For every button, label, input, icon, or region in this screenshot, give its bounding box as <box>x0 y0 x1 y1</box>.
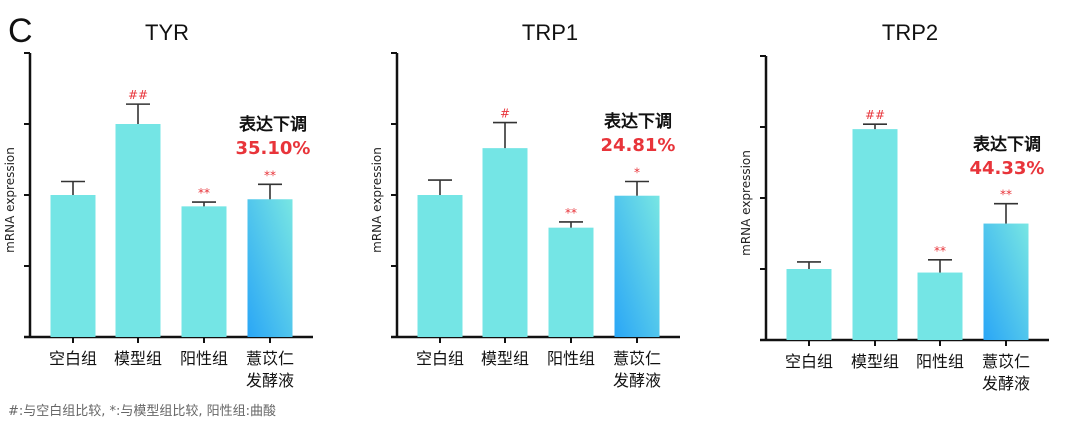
x-tick-label: 模型组 <box>114 349 162 368</box>
panel-letter: C <box>8 12 33 50</box>
x-tick-label: 模型组 <box>851 352 899 371</box>
significance-mark: # <box>500 107 510 121</box>
annotation-label: 表达下调 <box>604 111 672 132</box>
bar <box>115 124 161 337</box>
bar <box>614 195 660 337</box>
bar <box>50 195 96 337</box>
significance-mark: ## <box>865 108 885 122</box>
chart-trp2: TRP2 mRNA expression 空白组 ## 模型组 ** 阳性组 ** 薏苡仁发酵液… <box>739 20 1049 393</box>
bar <box>181 206 227 337</box>
significance-mark: ** <box>934 244 946 258</box>
chart-title: TRP1 <box>522 20 578 45</box>
chart-title: TYR <box>145 20 189 45</box>
significance-mark: ** <box>264 168 276 182</box>
x-tick-label: 模型组 <box>481 349 529 368</box>
bar <box>247 199 293 337</box>
y-axis-label: mRNA expression <box>3 147 17 253</box>
x-tick-label: 空白组 <box>49 349 97 368</box>
x-tick-label: 薏苡仁 <box>613 349 661 368</box>
chart-title: TRP2 <box>882 20 938 45</box>
x-tick-label: 空白组 <box>416 349 464 368</box>
bar <box>482 148 528 337</box>
annotation-percent: 44.33% <box>970 158 1045 179</box>
significance-mark: * <box>634 166 640 180</box>
y-axis-label: mRNA expression <box>739 150 753 256</box>
bar <box>786 269 832 340</box>
x-tick-label: 阳性组 <box>916 352 964 371</box>
bar <box>917 272 963 340</box>
annotation-label: 表达下调 <box>973 134 1041 155</box>
x-tick-label: 阳性组 <box>180 349 228 368</box>
annotation-label: 表达下调 <box>239 114 307 135</box>
bar <box>983 223 1029 340</box>
significance-mark: ** <box>1000 188 1012 202</box>
y-axis-label: mRNA expression <box>370 147 384 253</box>
x-tick-label: 薏苡仁 <box>982 352 1030 371</box>
x-tick-label: 空白组 <box>785 352 833 371</box>
annotation-percent: 24.81% <box>601 135 676 156</box>
significance-mark: ## <box>128 88 148 102</box>
x-tick-label: 发酵液 <box>613 371 661 390</box>
x-tick-label: 薏苡仁 <box>246 349 294 368</box>
significance-mark: ** <box>565 206 577 220</box>
x-tick-label: 发酵液 <box>246 371 294 390</box>
significance-mark: ** <box>198 186 210 200</box>
footnote: #:与空白组比较, *:与模型组比较, 阳性组:曲酸 <box>8 404 277 419</box>
annotation-percent: 35.10% <box>236 138 311 159</box>
bar <box>548 227 594 337</box>
bar <box>852 129 898 340</box>
x-tick-label: 发酵液 <box>982 374 1030 393</box>
x-tick-label: 阳性组 <box>547 349 595 368</box>
bar <box>417 195 463 337</box>
